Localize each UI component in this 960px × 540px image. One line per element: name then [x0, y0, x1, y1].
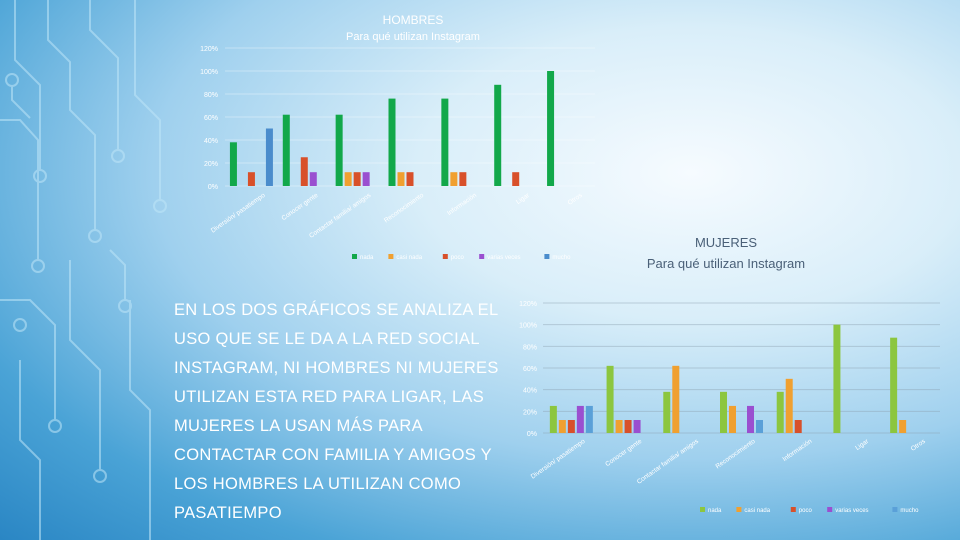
chart-mujeres-category-label: Ligar	[854, 437, 871, 452]
chart-hombres-bar-mucho	[265, 128, 273, 186]
chart-mujeres-bar-nada	[663, 391, 671, 433]
chart-hombres-category-label: Contactar familia/ amigos	[308, 191, 373, 239]
chart-mujeres-bar-varias-veces	[576, 405, 584, 433]
chart-hombres-bar-poco	[353, 172, 361, 186]
chart-hombres-ytick: 60%	[204, 115, 218, 122]
chart-mujeres-bar-casi-nada	[672, 365, 680, 433]
chart-hombres: HOMBRES Para qué utilizan Instagram 0% 20…	[200, 13, 595, 261]
chart-hombres-category-label: Diversión/ pasatiempo	[210, 192, 267, 235]
chart-hombres-category-label: Ligar	[515, 191, 532, 206]
chart-mujeres-category-label: Diversión/ pasatiempo	[530, 438, 587, 481]
circuit-decoration	[0, 0, 167, 540]
chart-hombres-bar-varias-veces	[362, 172, 370, 186]
chart-hombres-legend-label: mucho	[552, 255, 571, 261]
chart-hombres-category-label: Información	[446, 192, 478, 217]
chart-mujeres-bar-nada	[549, 405, 557, 433]
chart-mujeres-bar-poco	[794, 420, 802, 433]
chart-mujeres-bar-casi-nada	[785, 378, 793, 433]
chart-hombres-bar-nada	[229, 142, 237, 186]
chart-mujeres-bar-nada	[776, 391, 784, 433]
chart-mujeres-bar-casi-nada	[558, 420, 566, 433]
chart-hombres-category-label: Otros	[567, 191, 585, 206]
chart-hombres-legend-swatch	[544, 254, 550, 259]
chart-mujeres-bar-mucho	[756, 420, 763, 433]
chart-hombres-category-label: Reconocimiento	[383, 192, 426, 225]
chart-hombres-bar-casi-nada	[344, 172, 352, 186]
chart-mujeres-legend-label: poco	[799, 508, 813, 514]
chart-mujeres-ytick: 40%	[523, 388, 537, 395]
chart-hombres-bar-poco	[406, 172, 414, 186]
chart-hombres-bar-casi-nada	[450, 172, 458, 186]
chart-hombres-bar-poco	[247, 172, 255, 186]
chart-mujeres-ytick: 100%	[519, 323, 537, 330]
chart-mujeres: MUJERES Para qué utilizan Instagram 0% 20…	[519, 235, 940, 514]
chart-mujeres-bar-nada	[720, 391, 727, 433]
chart-hombres-subtitle: Para qué utilizan Instagram	[346, 31, 480, 43]
chart-mujeres-legend-swatch	[700, 507, 705, 512]
chart-mujeres-bar-varias-veces	[633, 420, 641, 433]
chart-hombres-ytick: 20%	[204, 161, 218, 168]
chart-hombres-legend-swatch	[352, 254, 357, 259]
chart-hombres-legend-swatch	[442, 254, 448, 259]
chart-mujeres-bar-casi-nada	[615, 420, 623, 433]
chart-hombres-bar-nada	[494, 84, 502, 186]
chart-mujeres-ytick: 80%	[523, 344, 537, 351]
chart-hombres-legend-label: nada	[360, 255, 374, 261]
chart-hombres-bar-nada	[335, 114, 343, 186]
chart-mujeres-category-label: Conocer gente	[604, 438, 643, 468]
chart-hombres-ytick: 80%	[204, 92, 218, 99]
chart-hombres-bar-poco	[300, 157, 308, 186]
chart-mujeres-category-label: Reconocimiento	[714, 438, 757, 471]
chart-mujeres-category-label: Información	[782, 438, 814, 463]
chart-mujeres-bar-nada	[606, 365, 614, 433]
chart-hombres-legend-label: poco	[451, 255, 465, 261]
chart-mujeres-title: MUJERES	[695, 235, 757, 250]
chart-mujeres-legend-swatch	[827, 507, 833, 512]
chart-hombres-ytick: 40%	[204, 138, 218, 145]
chart-hombres-bar-nada	[388, 98, 396, 186]
chart-mujeres-legend-label: casi nada	[744, 508, 770, 514]
chart-mujeres-bar-mucho	[585, 405, 593, 433]
chart-hombres-ytick: 120%	[200, 46, 218, 53]
chart-mujeres-bar-casi-nada	[729, 405, 736, 433]
chart-hombres-legend-label: casi nada	[396, 255, 422, 261]
chart-mujeres-category-label: Otros	[910, 437, 928, 452]
chart-hombres-bar-nada	[282, 114, 290, 186]
chart-hombres-legend-swatch	[479, 254, 485, 259]
chart-hombres-title: HOMBRES	[383, 13, 444, 27]
chart-mujeres-category-label: Contactar familia/ amigos	[636, 437, 701, 485]
chart-mujeres-legend-swatch	[736, 507, 742, 512]
chart-hombres-bar-varias-veces	[309, 172, 317, 186]
chart-mujeres-ytick: 120%	[519, 301, 537, 308]
chart-mujeres-legend-label: nada	[708, 508, 722, 514]
chart-mujeres-ytick: 0%	[527, 431, 537, 438]
chart-mujeres-bar-casi-nada	[899, 420, 907, 433]
chart-mujeres-bar-poco	[567, 420, 575, 433]
chart-mujeres-legend-swatch	[790, 507, 796, 512]
chart-hombres-legend-swatch	[388, 254, 394, 259]
chart-mujeres-ytick: 20%	[523, 409, 537, 416]
chart-mujeres-legend-swatch	[892, 507, 898, 512]
chart-mujeres-legend-label: varias veces	[835, 508, 868, 514]
chart-hombres-bar-poco	[459, 172, 467, 186]
chart-mujeres-legend-label: mucho	[900, 508, 919, 514]
chart-hombres-legend-label: varias veces	[487, 255, 520, 261]
chart-hombres-ytick: 100%	[200, 69, 218, 76]
chart-hombres-bar-poco	[512, 172, 520, 186]
chart-hombres-bar-nada	[441, 98, 449, 186]
chart-mujeres-subtitle: Para qué utilizan Instagram	[647, 256, 805, 271]
chart-mujeres-bar-nada	[890, 337, 898, 433]
chart-mujeres-bar-varias-veces	[747, 405, 754, 433]
chart-hombres-ytick: 0%	[208, 184, 218, 191]
chart-hombres-bar-nada	[547, 71, 555, 186]
slide-body-text: EN LOS DOS GRÁFICOS SE ANALIZA EL USO QU…	[174, 301, 499, 522]
chart-hombres-bar-casi-nada	[397, 172, 405, 186]
chart-mujeres-bar-poco	[624, 420, 632, 433]
chart-mujeres-ytick: 60%	[523, 366, 537, 373]
chart-hombres-category-label: Conocer gente	[280, 192, 319, 222]
chart-mujeres-bar-nada	[833, 324, 841, 433]
